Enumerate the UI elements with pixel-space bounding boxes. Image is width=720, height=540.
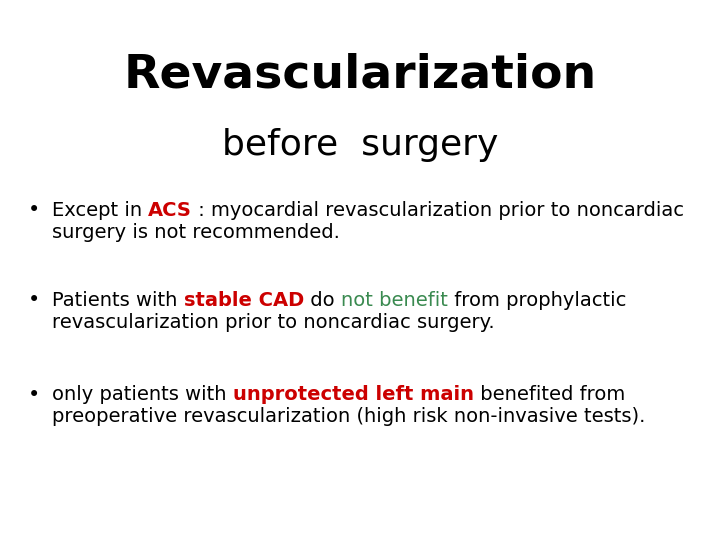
Text: Revascularization: Revascularization xyxy=(123,52,597,98)
Text: Patients with: Patients with xyxy=(52,291,184,309)
Text: stable CAD: stable CAD xyxy=(184,291,304,309)
Text: surgery is not recommended.: surgery is not recommended. xyxy=(52,222,340,241)
Text: only patients with: only patients with xyxy=(52,386,233,404)
Text: •: • xyxy=(28,290,40,310)
Text: •: • xyxy=(28,200,40,220)
Text: unprotected left main: unprotected left main xyxy=(233,386,474,404)
Text: •: • xyxy=(28,385,40,405)
Text: revascularization prior to noncardiac surgery.: revascularization prior to noncardiac su… xyxy=(52,313,495,332)
Text: benefited from: benefited from xyxy=(474,386,625,404)
Text: do: do xyxy=(304,291,341,309)
Text: ACS: ACS xyxy=(148,200,192,219)
Text: from prophylactic: from prophylactic xyxy=(448,291,626,309)
Text: not benefit: not benefit xyxy=(341,291,448,309)
Text: : myocardial revascularization prior to noncardiac: : myocardial revascularization prior to … xyxy=(192,200,684,219)
Text: preoperative revascularization (high risk non-invasive tests).: preoperative revascularization (high ris… xyxy=(52,408,645,427)
Text: Except in: Except in xyxy=(52,200,148,219)
Text: before  surgery: before surgery xyxy=(222,128,498,162)
